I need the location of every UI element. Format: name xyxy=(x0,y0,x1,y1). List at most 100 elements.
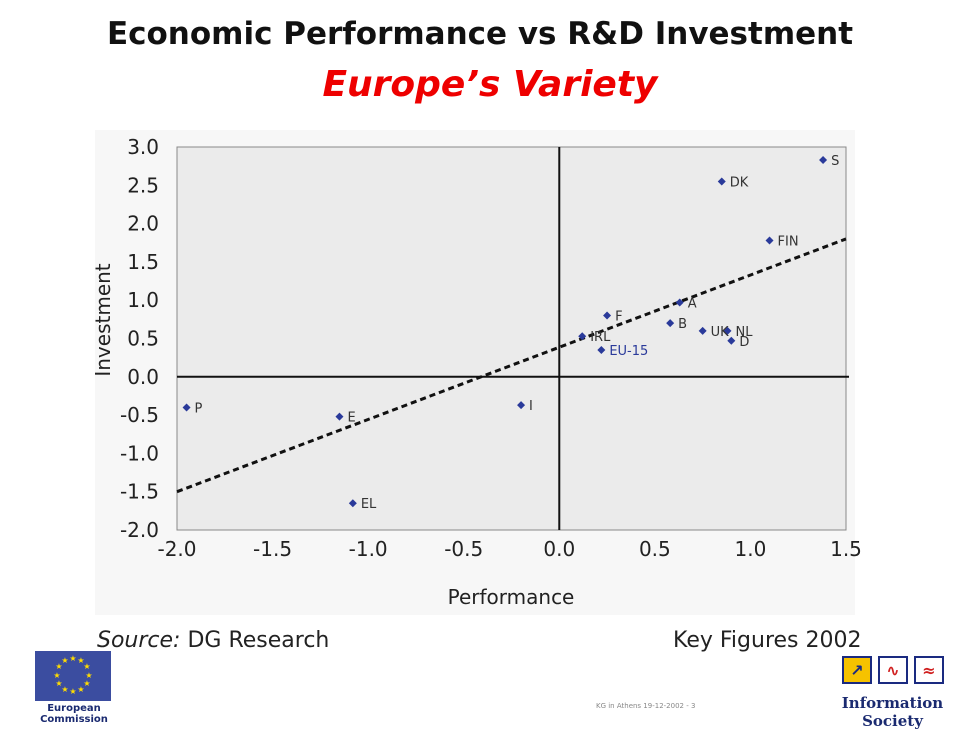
point-label: S xyxy=(831,154,839,169)
svg-text:★: ★ xyxy=(69,687,76,696)
y-tick-label: -1.0 xyxy=(120,441,159,465)
point-marker xyxy=(675,298,684,307)
point-marker xyxy=(698,326,707,335)
is-logo-text: Information Society xyxy=(841,694,944,730)
x-axis-label: Performance xyxy=(448,585,575,609)
source-value: DG Research xyxy=(187,628,330,653)
arrow-icon: ↗ xyxy=(842,656,872,684)
information-society-logo: ↗ ∿ ≈ Information Society xyxy=(830,652,955,730)
is-logo-boxes: ↗ ∿ ≈ xyxy=(842,656,946,688)
point-marker xyxy=(819,156,828,165)
svg-text:★: ★ xyxy=(55,662,62,671)
y-tick-label: 0.5 xyxy=(127,327,159,351)
data-point-eu-15: EU-15 xyxy=(597,344,648,359)
point-marker xyxy=(335,412,344,421)
slide-subtitle: Europe’s Variety xyxy=(322,64,658,105)
point-marker xyxy=(182,403,191,412)
x-tick-label: 0.5 xyxy=(639,537,671,561)
svg-text:★: ★ xyxy=(83,662,90,671)
data-point-p: P xyxy=(182,401,203,416)
point-label: P xyxy=(195,401,203,416)
data-point-nl: NL xyxy=(723,325,753,340)
slide-title: Economic Performance vs R&D Investment xyxy=(106,16,854,52)
point-label: I xyxy=(529,399,533,414)
data-point-d: D xyxy=(727,335,749,350)
svg-text:★: ★ xyxy=(77,685,84,694)
data-point-uk: UK xyxy=(698,325,730,340)
data-point-irl: IRL xyxy=(578,330,611,345)
eu-flag-icon: ★ ★ ★ ★ ★ ★ ★ ★ ★ ★ ★ ★ xyxy=(35,651,111,701)
point-marker xyxy=(578,332,587,341)
x-tick-label: -1.5 xyxy=(253,537,292,561)
footer-note: KG in Athens 19-12-2002 - 3 xyxy=(596,702,696,710)
point-label: EU-15 xyxy=(609,344,648,359)
point-label: DK xyxy=(730,175,749,190)
x-tick-label: 1.5 xyxy=(830,537,862,561)
point-label: D xyxy=(739,335,749,350)
x-tick-label: -2.0 xyxy=(157,537,196,561)
svg-text:★: ★ xyxy=(61,685,68,694)
point-label: IRL xyxy=(590,330,611,345)
svg-text:★: ★ xyxy=(69,654,76,663)
svg-text:★: ★ xyxy=(77,656,84,665)
data-point-fin: FIN xyxy=(765,234,799,249)
x-tick-label: -1.0 xyxy=(349,537,388,561)
data-point-s: S xyxy=(819,154,839,169)
svg-text:★: ★ xyxy=(53,671,60,680)
point-marker xyxy=(517,401,526,410)
point-label: B xyxy=(678,317,687,332)
european-commission-logo: ★ ★ ★ ★ ★ ★ ★ ★ ★ ★ ★ ★ European Commission xyxy=(28,648,120,725)
approx-icon: ≈ xyxy=(914,656,944,684)
eu-stars-icon: ★ ★★ ★★★ ★★★ ★★★ xyxy=(53,654,92,696)
point-marker xyxy=(666,319,675,328)
source-label: Source: xyxy=(97,628,181,653)
y-tick-label: 0.0 xyxy=(127,365,159,389)
data-point-b: B xyxy=(666,317,687,332)
point-label: FIN xyxy=(778,234,799,249)
x-tick-label: -0.5 xyxy=(444,537,483,561)
svg-text:★: ★ xyxy=(55,679,62,688)
point-marker xyxy=(348,499,357,508)
y-tick-label: 2.5 xyxy=(127,173,159,197)
point-label: UK xyxy=(711,325,730,340)
point-label: EL xyxy=(361,497,377,512)
data-point-f: F xyxy=(603,310,623,325)
svg-text:★: ★ xyxy=(85,671,92,680)
plot-area xyxy=(176,146,847,531)
eu-logo-text: European Commission xyxy=(40,703,108,725)
y-tick-label: -2.0 xyxy=(120,518,159,542)
point-marker xyxy=(727,336,736,345)
point-marker xyxy=(603,311,612,320)
source-note: Source: DG Research xyxy=(97,628,329,653)
y-tick-label: -0.5 xyxy=(120,403,159,427)
svg-text:★: ★ xyxy=(83,679,90,688)
point-label: F xyxy=(615,310,622,325)
y-tick-label: 2.0 xyxy=(127,212,159,236)
point-marker xyxy=(765,236,774,245)
y-tick-label: 1.5 xyxy=(127,250,159,274)
data-point-a: A xyxy=(675,296,697,311)
data-point-i: I xyxy=(517,399,533,414)
data-point-el: EL xyxy=(348,497,377,512)
y-tick-label: 3.0 xyxy=(127,135,159,159)
trend-line xyxy=(176,237,847,494)
y-tick-labels: 3.0 2.5 2.0 1.5 1.0 0.5 0.0 -0.5 -1.0 -1.5 -2.0 xyxy=(120,135,159,542)
point-label: NL xyxy=(735,325,753,340)
key-figures-note: Key Figures 2002 xyxy=(673,628,862,653)
wave-icon: ∿ xyxy=(878,656,908,684)
point-label: E xyxy=(347,411,355,426)
point-marker xyxy=(723,326,732,335)
point-label: A xyxy=(688,296,697,311)
point-marker xyxy=(597,345,606,354)
y-axis-label: Investment xyxy=(91,263,115,376)
x-tick-labels: -2.0 -1.5 -1.0 -0.5 0.0 0.5 1.0 1.5 xyxy=(157,537,861,561)
x-tick-label: 0.0 xyxy=(543,537,575,561)
svg-text:★: ★ xyxy=(61,656,68,665)
point-marker xyxy=(717,177,726,186)
data-point-e: E xyxy=(335,411,356,426)
x-tick-label: 1.0 xyxy=(735,537,767,561)
data-point-dk: DK xyxy=(717,175,749,190)
y-tick-label: 1.0 xyxy=(127,288,159,312)
